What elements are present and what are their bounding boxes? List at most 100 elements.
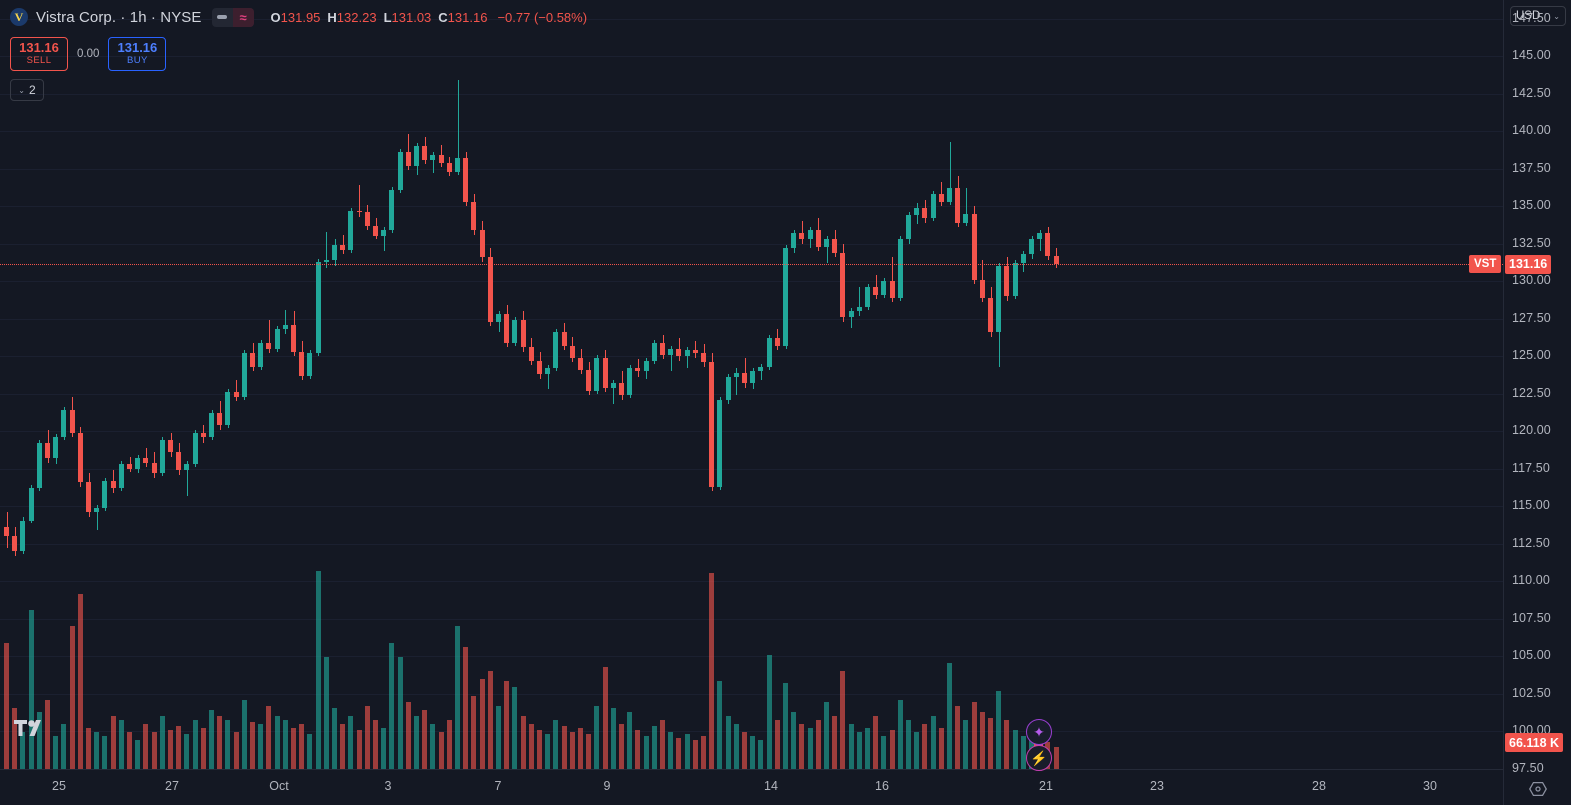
candle-body <box>561 332 567 346</box>
last-price-badge: 131.16 <box>1505 254 1552 274</box>
volume-bar <box>479 679 485 769</box>
volume-bar <box>963 720 969 769</box>
volume-bar <box>36 711 42 769</box>
candle-body <box>405 152 411 166</box>
candle-body <box>69 410 75 433</box>
candle-body <box>979 279 985 298</box>
volume-bar <box>496 705 501 769</box>
chart-pane[interactable]: VST <box>0 0 1503 769</box>
candle-wick <box>760 363 762 381</box>
volume-bar <box>1004 720 1010 769</box>
price-tick: 110.00 <box>1512 573 1550 588</box>
candle-body <box>676 348 682 357</box>
candle-body <box>799 233 805 240</box>
volume-bar <box>45 699 50 769</box>
candle-body <box>315 261 321 354</box>
candle-body <box>1045 233 1051 256</box>
spread-value: 0.00 <box>77 48 100 60</box>
volume-bar <box>315 571 321 769</box>
ai-sparkle-button[interactable]: ✦ <box>1026 719 1052 745</box>
bar-chart-toggle[interactable] <box>212 8 233 27</box>
candle-wick <box>670 345 672 372</box>
gridline <box>0 543 1503 545</box>
candle-body <box>586 369 592 391</box>
time-tick: 27 <box>165 779 179 793</box>
volume-bar <box>832 715 838 769</box>
candle-body <box>963 213 969 223</box>
price-tick: 112.50 <box>1512 535 1550 550</box>
candle-body <box>118 464 124 489</box>
candle-wick <box>736 368 738 396</box>
candle-body <box>127 464 132 469</box>
candle-body <box>487 257 493 322</box>
candle-body <box>168 440 173 453</box>
volume-bar <box>971 701 977 769</box>
volume-bar <box>258 724 264 769</box>
auto-scale-icon[interactable] <box>1527 778 1549 800</box>
candle-body <box>553 332 559 369</box>
time-tick: 7 <box>494 779 502 793</box>
time-scale[interactable]: 25 27 Oct 3 7 9 14 16 21 23 28 30 <box>0 769 1503 805</box>
volume-bar <box>356 730 362 769</box>
quantity-selector[interactable]: ⌄ 2 <box>10 79 44 101</box>
candle-wick <box>96 504 98 531</box>
volume-bar <box>282 720 288 769</box>
volume-bar <box>94 732 100 769</box>
candle-body <box>619 383 624 396</box>
volume-bar <box>709 573 715 769</box>
candle-body <box>274 329 280 349</box>
candle-body <box>1004 266 1010 297</box>
currency-selector[interactable]: USD ⌄ <box>1510 6 1566 26</box>
price-tick: 132.50 <box>1512 235 1551 250</box>
price-tick: 135.00 <box>1512 198 1551 213</box>
symbol-title-row: V Vistra Corp. · 1h · NYSE ≈ O 131.95 H 13… <box>10 6 587 28</box>
symbol-title[interactable]: Vistra Corp. · 1h · NYSE <box>36 8 202 26</box>
candle-body <box>4 527 9 537</box>
order-buttons-row: 131.16 SELL 0.00 131.16 BUY <box>10 37 587 71</box>
candle-body <box>135 458 141 469</box>
buy-button[interactable]: 131.16 BUY <box>108 37 167 71</box>
volume-bar <box>897 699 903 769</box>
candle-body <box>200 432 206 438</box>
candle-body <box>520 320 526 348</box>
lightning-alert-button[interactable]: ⚡ <box>1026 745 1052 771</box>
volume-bar <box>487 671 493 769</box>
candle-body <box>397 152 403 190</box>
volume-bar <box>53 736 59 769</box>
time-tick: 28 <box>1312 779 1326 793</box>
time-tick: 23 <box>1150 779 1164 793</box>
candle-body <box>1037 233 1043 240</box>
candle-body <box>1029 239 1034 255</box>
gridline <box>0 168 1503 170</box>
candle-body <box>955 188 961 223</box>
price-tick: 122.50 <box>1512 385 1551 400</box>
close-value: 131.16 <box>447 9 488 25</box>
volume-bar <box>430 724 436 769</box>
candle-wick <box>801 221 803 244</box>
volume-bar <box>323 656 329 769</box>
candle-body <box>881 281 887 295</box>
volume-bar <box>692 740 698 769</box>
volume-bar <box>135 740 141 769</box>
volume-bar <box>127 732 132 769</box>
chart-legend: V Vistra Corp. · 1h · NYSE ≈ O 131.95 H 13… <box>10 6 587 101</box>
sell-button[interactable]: 131.16 SELL <box>10 37 68 71</box>
volume-bar <box>389 642 395 769</box>
last-price-line <box>0 263 1503 265</box>
gridline <box>0 93 1503 95</box>
volume-bar <box>86 728 91 769</box>
candle-body <box>20 521 26 552</box>
volume-bar <box>340 724 346 769</box>
tradingview-logo <box>14 720 41 736</box>
candle-body <box>733 372 739 378</box>
volume-bar <box>881 736 887 769</box>
volume-bar <box>528 724 534 769</box>
volume-bar <box>676 738 682 769</box>
chart-type-toggle[interactable]: ≈ <box>211 7 254 27</box>
wave-chart-toggle[interactable]: ≈ <box>232 7 254 27</box>
candle-body <box>479 230 485 258</box>
candle-body <box>217 413 223 426</box>
candle-body <box>504 314 510 343</box>
volume-bar <box>159 715 165 769</box>
price-scale[interactable]: USD ⌄ 147.50 145.00 142.50 140.00 137.50 135.… <box>1503 0 1571 805</box>
